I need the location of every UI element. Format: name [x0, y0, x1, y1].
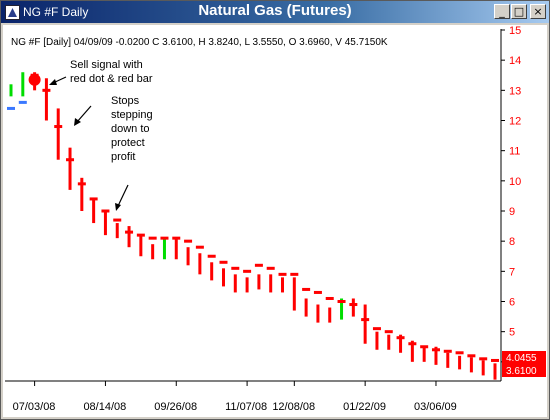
stop-dot — [384, 330, 393, 334]
y-tick-label: 5 — [509, 327, 515, 339]
stop-dot — [54, 125, 63, 129]
x-tick-label: 08/14/08 — [83, 401, 126, 413]
stop-dot — [290, 272, 299, 276]
x-tick-label: 07/03/08 — [13, 401, 56, 413]
stop-dot — [42, 88, 51, 92]
arrow-icon — [74, 105, 92, 126]
stop-dot — [148, 236, 157, 240]
stop-dot — [302, 287, 311, 291]
x-tick-label: 09/26/08 — [154, 401, 197, 413]
y-tick-label: 11 — [509, 146, 520, 158]
stop-dot — [101, 209, 110, 213]
stop-dot — [278, 272, 287, 276]
y-tick-label: 10 — [509, 176, 521, 188]
last-price-label-bg — [502, 364, 546, 377]
stop-dot — [172, 236, 181, 240]
annotation-sell-line-1: Sell signal with — [70, 59, 143, 71]
stop-dot — [77, 182, 86, 186]
title-bar[interactable]: NG #F Daily Natural Gas (Futures) _ □ × — [1, 1, 549, 23]
y-tick-label: 6 — [509, 297, 515, 309]
stop-dot — [89, 197, 98, 201]
stop-dot — [431, 348, 440, 352]
stop-dot — [443, 349, 452, 353]
last-stop-label: 4.0455 — [506, 353, 537, 364]
signal-dot — [28, 73, 41, 86]
arrow-icon — [49, 76, 67, 85]
stop-dot — [7, 106, 15, 110]
y-tick-label: 7 — [509, 266, 515, 278]
y-tick-label: 15 — [509, 25, 521, 37]
stop-dot — [160, 236, 169, 240]
last-price-label: 3.6100 — [506, 366, 537, 377]
annotation-sell-line-2: red dot & red bar — [70, 73, 153, 85]
close-button[interactable]: × — [530, 4, 546, 19]
stop-dot — [266, 266, 275, 270]
chart-area[interactable]: 456789101112131415 07/03/0808/14/0809/26… — [3, 25, 547, 417]
stop-dot — [254, 263, 263, 267]
annotation-stops-line-4: protect — [111, 137, 145, 149]
stop-dot — [467, 354, 476, 358]
stop-dot — [349, 303, 358, 307]
stop-dot — [219, 260, 228, 264]
y-tick-label: 13 — [509, 85, 521, 97]
chart-app-icon[interactable] — [5, 5, 20, 20]
stop-dot — [207, 254, 216, 258]
stop-dot — [113, 218, 122, 222]
x-tick-label: 03/06/09 — [414, 401, 457, 413]
stop-dot — [313, 290, 322, 294]
x-tick-label: 12/08/08 — [272, 401, 315, 413]
annotation-stops-line-2: stepping — [111, 109, 153, 121]
stop-dot — [184, 239, 193, 243]
stop-dot — [396, 336, 405, 340]
maximize-button[interactable]: □ — [511, 4, 527, 19]
annotation-stops-line-1: Stops — [111, 95, 140, 107]
stop-dot — [66, 158, 75, 162]
stop-dot — [325, 296, 334, 300]
stop-dot — [125, 230, 134, 234]
stop-dot — [491, 358, 499, 362]
chart-info-line: NG #F [Daily] 04/09/09 -0.0200 C 3.6100,… — [11, 37, 388, 48]
stop-dot — [231, 266, 240, 270]
price-chart[interactable]: 456789101112131415 07/03/0808/14/0809/26… — [3, 25, 547, 417]
stop-dot — [18, 100, 27, 104]
last-stop-label-bg — [502, 351, 546, 364]
stop-dot — [337, 300, 346, 303]
arrow-icon — [115, 184, 129, 211]
annotation-stops-line-5: profit — [111, 151, 135, 163]
stop-dot — [243, 269, 252, 273]
y-tick-label: 9 — [509, 206, 515, 218]
chart-title: Natural Gas (Futures) — [198, 2, 352, 19]
y-tick-label: 12 — [509, 116, 521, 128]
annotation-stops-line-3: down to — [111, 123, 150, 135]
stop-dot — [361, 318, 370, 322]
window-name: NG #F Daily — [23, 5, 89, 19]
y-tick-label: 14 — [509, 55, 521, 67]
stop-dot — [372, 327, 381, 331]
stop-dot — [420, 345, 429, 349]
y-tick-label: 8 — [509, 236, 515, 248]
stop-dot — [479, 357, 488, 361]
x-tick-label: 01/22/09 — [343, 401, 386, 413]
stop-dot — [408, 342, 417, 346]
x-tick-label: 11/07/08 — [225, 401, 267, 413]
stop-dot — [455, 351, 464, 355]
stop-dot — [195, 245, 204, 249]
stop-dot — [136, 233, 145, 237]
minimize-button[interactable]: _ — [494, 4, 510, 19]
